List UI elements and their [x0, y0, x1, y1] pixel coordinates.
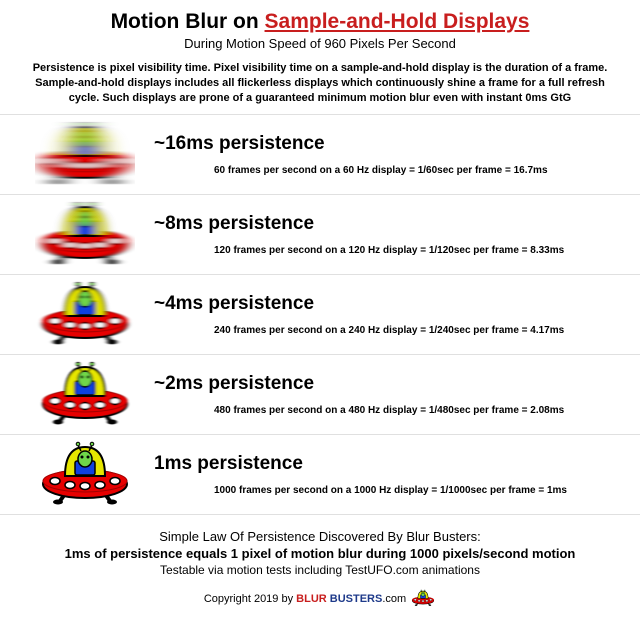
- persistence-detail: 480 frames per second on a 480 Hz displa…: [154, 405, 630, 416]
- ufo-icon: [20, 119, 150, 189]
- persistence-row: ~8ms persistence 120 frames per second o…: [0, 195, 640, 275]
- law-line-1: Simple Law Of Persistence Discovered By …: [0, 529, 640, 544]
- intro-text: Persistence is pixel visibility time. Pi…: [24, 61, 616, 106]
- persistence-row: ~16ms persistence 60 frames per second o…: [0, 115, 640, 195]
- logo-icon: [410, 589, 436, 610]
- title-prefix: Motion Blur on: [111, 10, 265, 33]
- persistence-detail: 240 frames per second on a 240 Hz displa…: [154, 325, 630, 336]
- persistence-label: ~16ms persistence: [154, 133, 630, 155]
- header: Motion Blur on Sample-and-Hold Displays …: [0, 10, 640, 51]
- ufo-icon: [20, 359, 150, 429]
- ufo-icon: [20, 279, 150, 349]
- persistence-detail: 60 frames per second on a 60 Hz display …: [154, 165, 630, 176]
- persistence-row: ~2ms persistence 480 frames per second o…: [0, 355, 640, 435]
- persistence-label: ~8ms persistence: [154, 213, 630, 235]
- title-link[interactable]: Sample-and-Hold Displays: [265, 10, 530, 33]
- ufo-icon: [20, 199, 150, 269]
- footer: Simple Law Of Persistence Discovered By …: [0, 529, 640, 610]
- subtitle: During Motion Speed of 960 Pixels Per Se…: [0, 36, 640, 51]
- persistence-detail: 1000 frames per second on a 1000 Hz disp…: [154, 485, 630, 496]
- law-line-2: 1ms of persistence equals 1 pixel of mot…: [0, 546, 640, 561]
- persistence-row: 1ms persistence 1000 frames per second o…: [0, 435, 640, 515]
- persistence-label: ~2ms persistence: [154, 373, 630, 395]
- page-title: Motion Blur on Sample-and-Hold Displays: [0, 10, 640, 34]
- persistence-detail: 120 frames per second on a 120 Hz displa…: [154, 245, 630, 256]
- persistence-row: ~4ms persistence 240 frames per second o…: [0, 275, 640, 355]
- persistence-label: ~4ms persistence: [154, 293, 630, 315]
- persistence-label: 1ms persistence: [154, 453, 630, 475]
- copyright: Copyright 2019 by BLUR BUSTERS.com: [0, 589, 640, 610]
- law-line-3: Testable via motion tests including Test…: [0, 563, 640, 577]
- persistence-rows: ~16ms persistence 60 frames per second o…: [0, 114, 640, 515]
- ufo-icon: [20, 439, 150, 509]
